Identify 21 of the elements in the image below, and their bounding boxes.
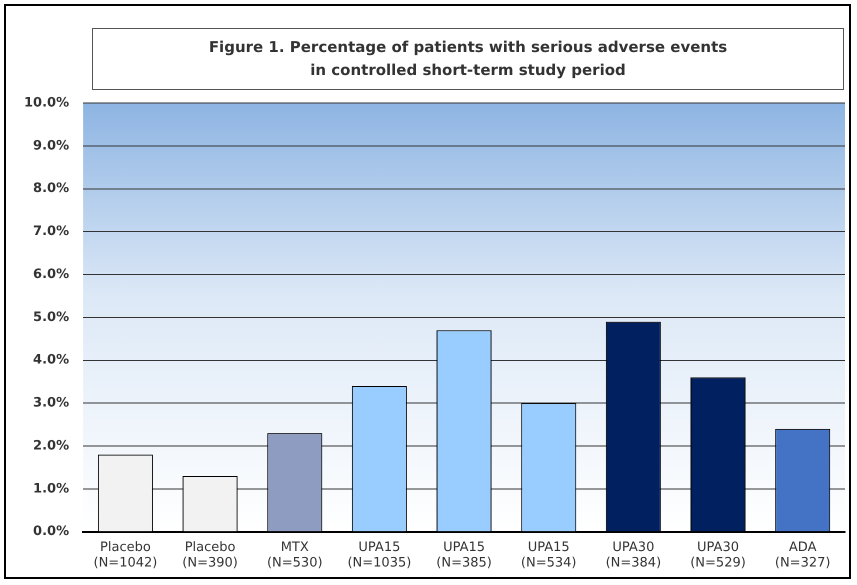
x-tick-label: UPA15 (N=1035): [347, 540, 412, 571]
x-tick-label: UPA15 (N=385): [436, 540, 492, 571]
y-tick-label: 4.0%: [33, 352, 70, 368]
y-tick-label: 9.0%: [33, 138, 70, 154]
y-tick-label: 5.0%: [33, 310, 70, 325]
x-tick-label: UPA30 (N=384): [606, 540, 662, 571]
x-tick-label: Placebo (N=1042): [94, 540, 158, 571]
x-tick-label: UPA30 (N=529): [690, 540, 746, 571]
y-tick-label: 3.0%: [33, 396, 70, 411]
y-tick-label: 0.0%: [33, 524, 70, 540]
x-tick-label: MTX (N=530): [266, 540, 323, 571]
x-tick-label: Placebo (N=390): [182, 540, 238, 571]
y-tick-label: 10.0%: [24, 95, 70, 110]
y-tick-label: 8.0%: [33, 181, 70, 196]
x-tick-label: UPA15 (N=534): [520, 540, 576, 571]
y-tick-label: 7.0%: [33, 224, 70, 240]
y-tick-label: 1.0%: [33, 481, 70, 496]
chart-title: Figure 1. Percentage of patients with serious adverse events in controlled short-term study period: [92, 28, 844, 90]
y-tick-label: 2.0%: [33, 438, 70, 454]
x-tick-label: ADA (N=327): [774, 540, 830, 571]
y-tick-label: 6.0%: [33, 266, 70, 282]
